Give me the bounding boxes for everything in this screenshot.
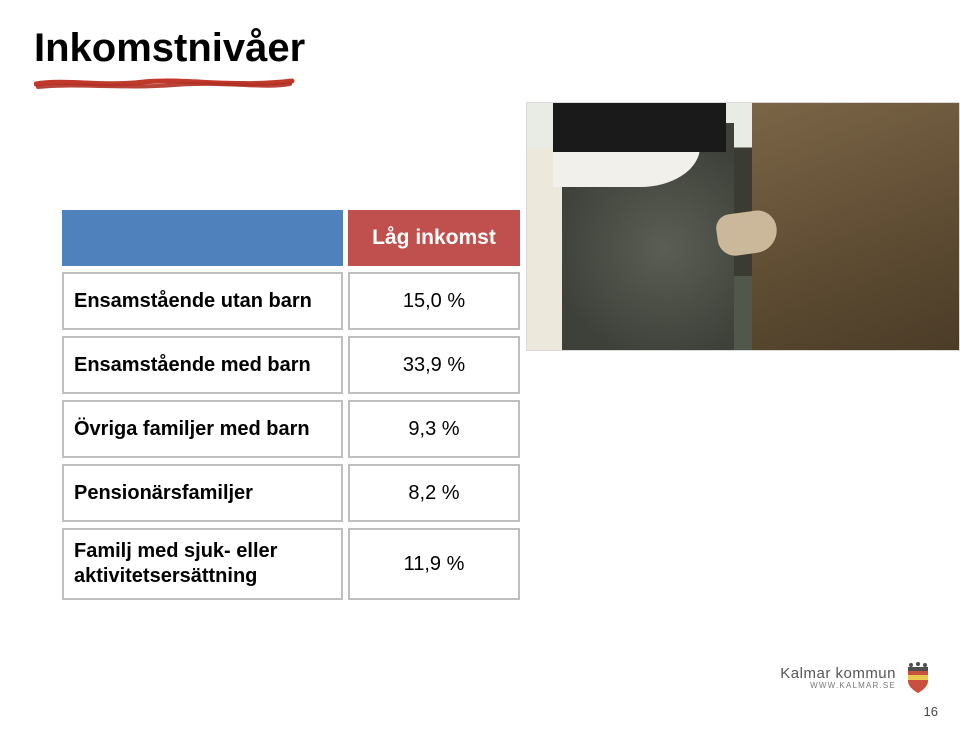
table-header-label: Låg inkomst [348, 210, 520, 266]
row-label: Övriga familjer med barn [62, 400, 343, 458]
row-value: 33,9 % [348, 336, 520, 394]
footer-org-name: Kalmar kommun [780, 666, 896, 682]
decorative-photo [526, 102, 960, 351]
table-row: Familj med sjuk- eller aktivitetsersättn… [62, 528, 520, 600]
table-header-blank [62, 210, 343, 266]
row-value: 15,0 % [348, 272, 520, 330]
table-row: Övriga familjer med barn 9,3 % [62, 400, 520, 458]
table-row: Pensionärsfamiljer 8,2 % [62, 464, 520, 522]
row-label: Familj med sjuk- eller aktivitetsersättn… [62, 528, 343, 600]
crest-icon [904, 661, 932, 695]
income-table: Låg inkomst Ensamstående utan barn 15,0 … [57, 204, 525, 606]
footer-logo-text: Kalmar kommun WWW.KALMAR.SE [780, 666, 896, 690]
row-value: 11,9 % [348, 528, 520, 600]
row-value: 9,3 % [348, 400, 520, 458]
table-row: Ensamstående med barn 33,9 % [62, 336, 520, 394]
table-header-row: Låg inkomst [62, 210, 520, 266]
footer-logo: Kalmar kommun WWW.KALMAR.SE [780, 661, 932, 695]
row-value: 8,2 % [348, 464, 520, 522]
page-number: 16 [924, 704, 938, 719]
slide: Inkomstnivåer Låg inkomst Ensamstående u… [0, 0, 960, 733]
title-underline [34, 76, 296, 90]
row-label: Pensionärsfamiljer [62, 464, 343, 522]
row-label: Ensamstående utan barn [62, 272, 343, 330]
footer-org-url: WWW.KALMAR.SE [810, 682, 896, 690]
row-label: Ensamstående med barn [62, 336, 343, 394]
page-title: Inkomstnivåer [34, 26, 305, 71]
table-row: Ensamstående utan barn 15,0 % [62, 272, 520, 330]
